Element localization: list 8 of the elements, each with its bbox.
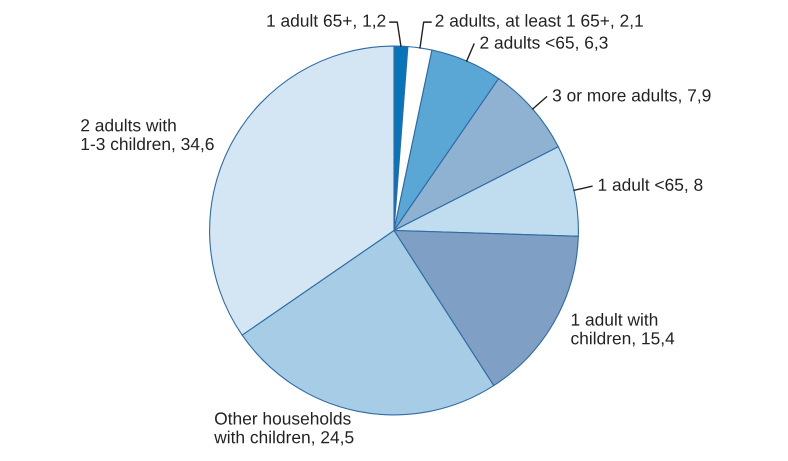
slice-label: 2 adults with 1-3 children, 34,6 xyxy=(81,118,214,152)
slice-label: 3 or more adults, 7,9 xyxy=(552,88,711,104)
slice-label: Other households with children, 24,5 xyxy=(214,412,354,446)
slice-label: 1 adult <65, 8 xyxy=(598,178,702,193)
slice-label: 2 adults, at least 1 65+, 2,1 xyxy=(436,14,643,29)
slice-label: 1 adult with children, 15,4 xyxy=(571,313,674,347)
slice-label: 2 adults <65, 6,3 xyxy=(480,36,608,51)
slice-label: 1 adult 65+, 1,2 xyxy=(267,14,386,29)
